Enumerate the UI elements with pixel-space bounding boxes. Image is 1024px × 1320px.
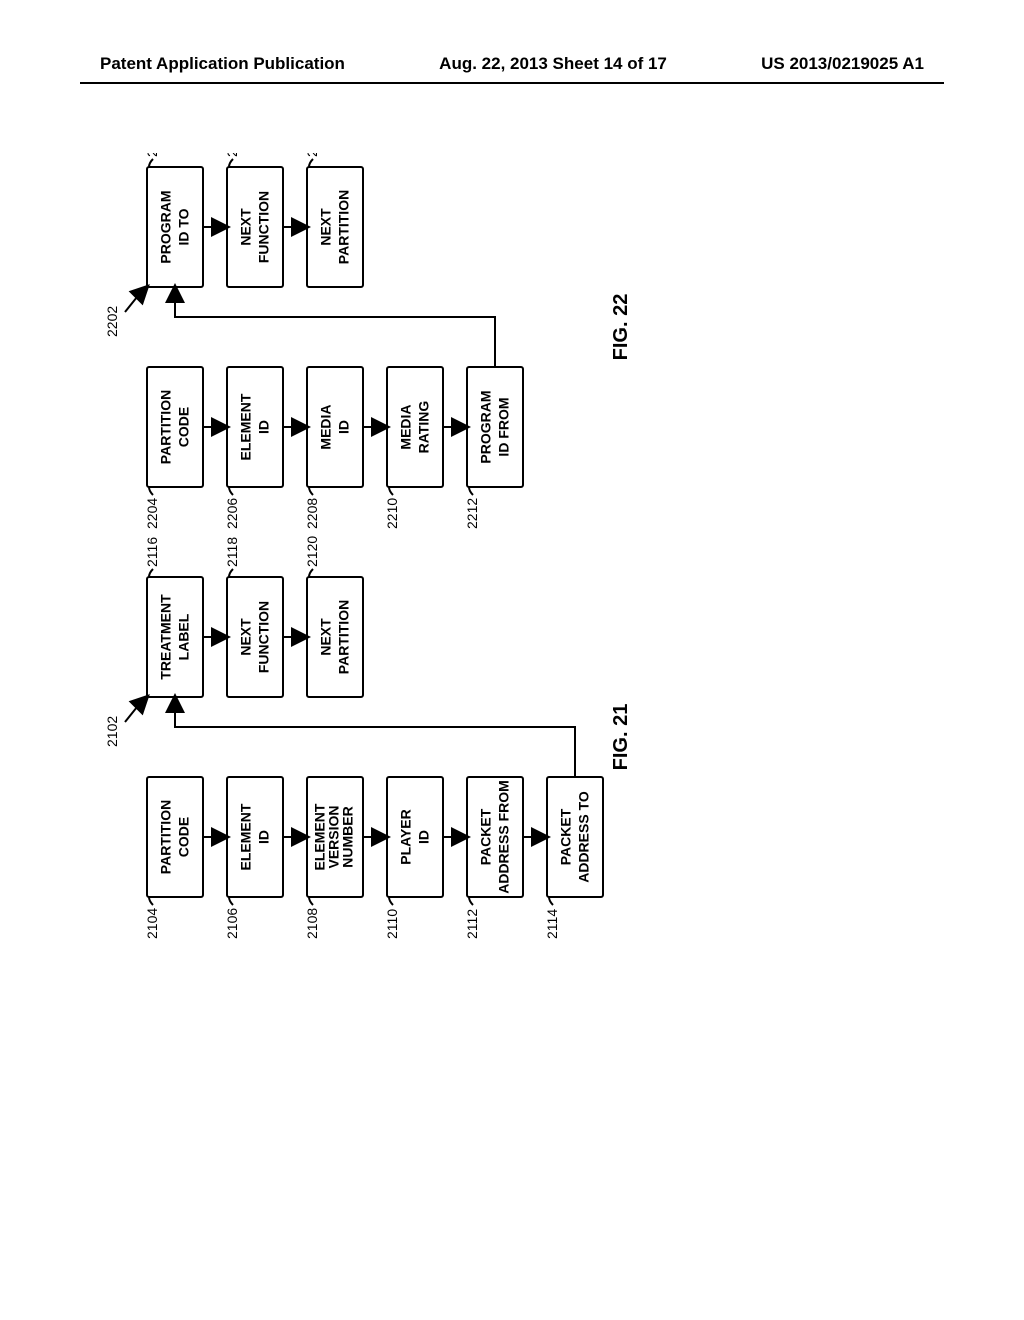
ref-num: 2210: [384, 498, 400, 529]
ref-num: 2108: [304, 908, 320, 939]
diagram-canvas: PARTITIONCODE2104ELEMENTID2106ELEMENTVER…: [97, 153, 927, 977]
box-label: CODE: [176, 817, 192, 857]
fig-ref-num: 2102: [104, 716, 120, 747]
header-left: Patent Application Publication: [100, 54, 345, 74]
box-label: ADDRESS TO: [576, 791, 592, 883]
ref-num: 2218: [304, 153, 320, 157]
box-label: PARTITION: [158, 800, 174, 874]
ref-hook: [549, 897, 553, 905]
box-label: FUNCTION: [256, 601, 272, 673]
ref-hook: [149, 159, 153, 167]
ref-num: 2120: [304, 536, 320, 567]
header-rule: [80, 82, 944, 84]
ref-num: 2114: [544, 909, 560, 939]
ref-hook: [229, 897, 233, 905]
box-label: RATING: [416, 401, 432, 454]
box-label: NUMBER: [340, 806, 356, 867]
flow-diagram-svg: PARTITIONCODE2104ELEMENTID2106ELEMENTVER…: [97, 153, 927, 977]
header-right: US 2013/0219025 A1: [761, 54, 924, 74]
fig-ref-hook: [125, 287, 147, 312]
box-label: ID: [416, 830, 432, 844]
ref-num: 2104: [144, 908, 160, 939]
box-label: PARTITION: [158, 390, 174, 464]
ref-hook: [229, 159, 233, 167]
box-label: NEXT: [238, 618, 254, 656]
ref-hook: [149, 569, 153, 577]
ref-hook: [309, 569, 313, 577]
ref-num: 2118: [224, 537, 240, 567]
box-label: ID: [256, 830, 272, 844]
ref-hook: [229, 487, 233, 495]
box-label: ELEMENT: [238, 803, 254, 870]
header-center: Aug. 22, 2013 Sheet 14 of 17: [439, 54, 667, 74]
box-label: ID TO: [176, 208, 192, 245]
box-label: PLAYER: [398, 809, 414, 865]
box-label: ADDRESS FROM: [496, 780, 512, 894]
fig-ref-num: 2202: [104, 306, 120, 337]
ref-num: 2204: [144, 498, 160, 529]
box-label: PROGRAM: [478, 390, 494, 463]
fig-ref-hook: [125, 697, 147, 722]
ref-num: 2216: [224, 153, 240, 157]
ref-hook: [309, 897, 313, 905]
arrow-cross: [175, 287, 495, 367]
box-label: PROGRAM: [158, 190, 174, 263]
fig-caption: FIG. 22: [610, 294, 632, 361]
box-label: MEDIA: [398, 404, 414, 449]
ref-num: 2110: [384, 909, 400, 939]
ref-num: 2214: [144, 153, 160, 157]
ref-hook: [389, 897, 393, 905]
arrow-cross: [175, 697, 575, 777]
ref-hook: [149, 897, 153, 905]
box-label: NEXT: [318, 208, 334, 246]
box-label: FUNCTION: [256, 191, 272, 263]
ref-hook: [309, 487, 313, 495]
ref-hook: [389, 487, 393, 495]
ref-hook: [309, 159, 313, 167]
box-label: TREATMENT: [158, 594, 174, 680]
ref-num: 2106: [224, 908, 240, 939]
ref-hook: [469, 487, 473, 495]
page-header: Patent Application Publication Aug. 22, …: [0, 54, 1024, 74]
ref-hook: [469, 897, 473, 905]
box-label: ID FROM: [496, 397, 512, 456]
box-label: MEDIA: [318, 404, 334, 449]
box-label: NEXT: [238, 208, 254, 246]
ref-num: 2212: [464, 498, 480, 529]
box-label: PACKET: [558, 808, 574, 865]
ref-num: 2206: [224, 498, 240, 529]
box-label: PACKET: [478, 808, 494, 865]
box-label: CODE: [176, 407, 192, 447]
box-label: ELEMENT: [238, 393, 254, 460]
box-label: PARTITION: [336, 190, 352, 264]
ref-hook: [229, 569, 233, 577]
box-label: PARTITION: [336, 600, 352, 674]
fig-caption: FIG. 21: [610, 704, 632, 771]
box-label: LABEL: [176, 613, 192, 660]
box-label: NEXT: [318, 618, 334, 656]
ref-num: 2112: [464, 909, 480, 939]
ref-num: 2208: [304, 498, 320, 529]
ref-num: 2116: [144, 537, 160, 567]
box-label: ID: [256, 420, 272, 434]
ref-hook: [149, 487, 153, 495]
box-label: ID: [336, 420, 352, 434]
